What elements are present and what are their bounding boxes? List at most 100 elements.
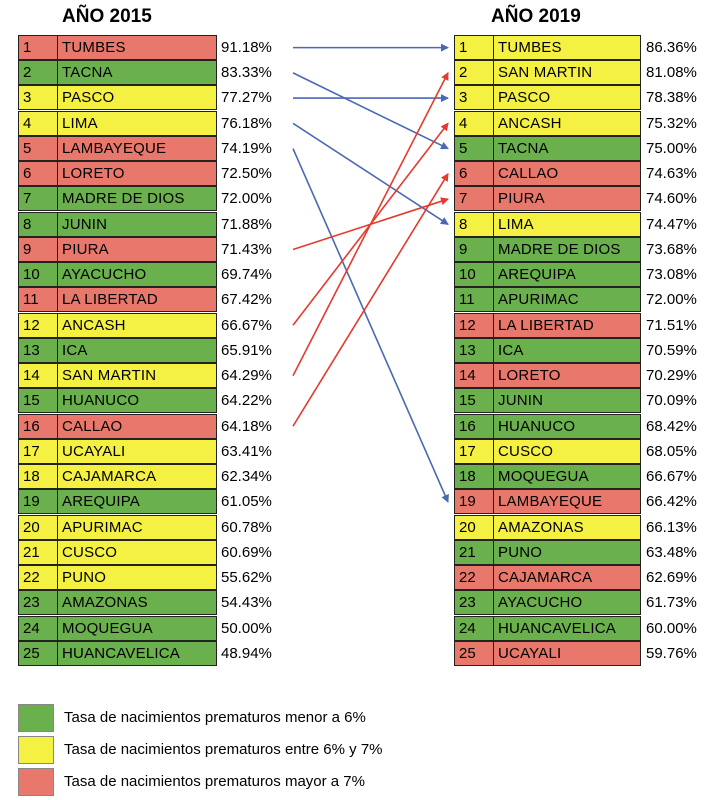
region-name: PUNO xyxy=(493,539,641,565)
region-name: SAN MARTIN xyxy=(493,60,641,86)
region-name: APURIMAC xyxy=(57,514,217,540)
rate-percentage: 63.48% xyxy=(646,543,697,561)
legend-item: Tasa de nacimientos prematuros mayor a 7… xyxy=(18,768,518,796)
rate-percentage: 70.09% xyxy=(646,392,697,410)
rank-number: 17 xyxy=(454,438,494,464)
rate-percentage: 81.08% xyxy=(646,64,697,82)
region-name: AMAZONAS xyxy=(493,514,641,540)
rank-number: 16 xyxy=(18,413,58,439)
rank-number: 16 xyxy=(454,413,494,439)
region-name: UCAYALI xyxy=(57,438,217,464)
rank-number: 23 xyxy=(454,590,494,616)
rank-change-arrow xyxy=(292,197,449,251)
rank-change-arrow xyxy=(292,71,449,377)
rank-number: 5 xyxy=(18,135,58,161)
rate-percentage: 68.42% xyxy=(646,417,697,435)
region-name: LAMBAYEQUE xyxy=(493,489,641,515)
rank-number: 2 xyxy=(18,60,58,86)
region-name: HUANUCO xyxy=(493,413,641,439)
rate-percentage: 73.08% xyxy=(646,266,697,284)
region-name: TACNA xyxy=(57,60,217,86)
rank-number: 1 xyxy=(454,35,494,60)
rank-number: 12 xyxy=(18,312,58,338)
rate-percentage: 74.19% xyxy=(221,139,272,157)
rate-percentage: 78.38% xyxy=(646,89,697,107)
region-name: AREQUIPA xyxy=(57,489,217,515)
region-name: LAMBAYEQUE xyxy=(57,135,217,161)
rank-number: 22 xyxy=(18,565,58,591)
region-name: CAJAMARCA xyxy=(493,565,641,591)
region-name: HUANUCO xyxy=(57,388,217,414)
region-name: AYACUCHO xyxy=(57,262,217,288)
rank-number: 25 xyxy=(454,640,494,666)
rank-number: 19 xyxy=(454,489,494,515)
region-name: PIURA xyxy=(57,236,217,262)
rate-percentage: 63.41% xyxy=(221,442,272,460)
rank-number: 17 xyxy=(18,438,58,464)
rate-percentage: 64.29% xyxy=(221,367,272,385)
rate-percentage: 66.13% xyxy=(646,518,697,536)
region-name: HUANCAVELICA xyxy=(57,640,217,666)
region-name: CAJAMARCA xyxy=(57,464,217,490)
rank-number: 3 xyxy=(18,85,58,111)
rate-percentage: 70.29% xyxy=(646,367,697,385)
rank-number: 21 xyxy=(18,539,58,565)
rate-percentage: 74.60% xyxy=(646,190,697,208)
region-name: LIMA xyxy=(57,110,217,136)
rate-percentage: 61.73% xyxy=(646,594,697,612)
rank-number: 8 xyxy=(454,211,494,237)
region-name: LA LIBERTAD xyxy=(57,287,217,313)
region-name: JUNIN xyxy=(57,211,217,237)
rank-number: 8 xyxy=(18,211,58,237)
rate-percentage: 72.00% xyxy=(221,190,272,208)
rank-number: 4 xyxy=(454,110,494,136)
rate-percentage: 60.78% xyxy=(221,518,272,536)
rank-change-arrow xyxy=(292,148,449,503)
region-name: AMAZONAS xyxy=(57,590,217,616)
rank-number: 25 xyxy=(18,640,58,666)
rank-number: 2 xyxy=(454,60,494,86)
rank-number: 14 xyxy=(454,363,494,389)
legend-swatch xyxy=(18,704,54,732)
region-name: ANCASH xyxy=(57,312,217,338)
rank-number: 22 xyxy=(454,565,494,591)
region-name: TUMBES xyxy=(57,35,217,60)
legend-swatch xyxy=(18,768,54,796)
rank-number: 19 xyxy=(18,489,58,515)
region-name: UCAYALI xyxy=(493,640,641,666)
rank-number: 10 xyxy=(18,262,58,288)
rate-percentage: 77.27% xyxy=(221,89,272,107)
region-name: ICA xyxy=(57,337,217,363)
region-name: MOQUEGUA xyxy=(57,615,217,641)
legend-swatch xyxy=(18,736,54,764)
region-name: APURIMAC xyxy=(493,287,641,313)
rank-number: 7 xyxy=(18,186,58,212)
region-name: TUMBES xyxy=(493,35,641,60)
legend-label: Tasa de nacimientos prematuros mayor a 7… xyxy=(64,773,365,790)
region-name: JUNIN xyxy=(493,388,641,414)
rank-number: 15 xyxy=(18,388,58,414)
rate-percentage: 74.47% xyxy=(646,215,697,233)
region-name: LIMA xyxy=(493,211,641,237)
rate-percentage: 73.68% xyxy=(646,240,697,258)
rate-percentage: 72.50% xyxy=(221,165,272,183)
rate-percentage: 60.00% xyxy=(646,619,697,637)
rate-percentage: 65.91% xyxy=(221,341,272,359)
rank-change-arrow xyxy=(292,122,449,326)
rank-number: 11 xyxy=(454,287,494,313)
rank-number: 9 xyxy=(454,236,494,262)
rate-percentage: 70.59% xyxy=(646,341,697,359)
rank-change-arrow xyxy=(292,72,449,150)
region-name: MOQUEGUA xyxy=(493,464,641,490)
rate-percentage: 83.33% xyxy=(221,64,272,82)
legend-label: Tasa de nacimientos prematuros menor a 6… xyxy=(64,709,366,726)
region-name: MADRE DE DIOS xyxy=(57,186,217,212)
region-name: HUANCAVELICA xyxy=(493,615,641,641)
rate-percentage: 61.05% xyxy=(221,493,272,511)
rank-number: 24 xyxy=(454,615,494,641)
rate-percentage: 75.32% xyxy=(646,114,697,132)
rate-percentage: 68.05% xyxy=(646,442,697,460)
rank-number: 13 xyxy=(18,337,58,363)
legend-label: Tasa de nacimientos prematuros entre 6% … xyxy=(64,741,383,758)
rank-number: 7 xyxy=(454,186,494,212)
